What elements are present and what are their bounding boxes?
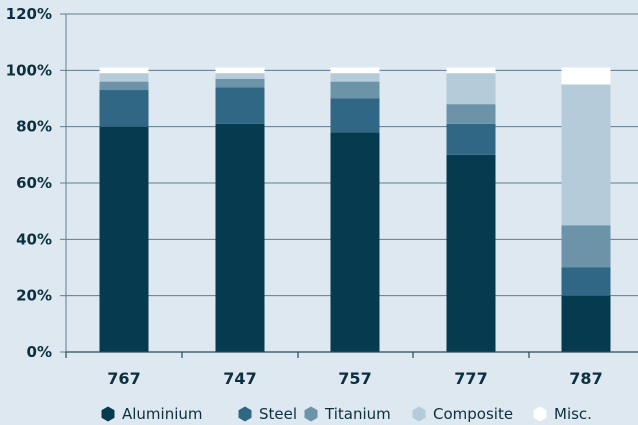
bar-segment-steel-767 <box>99 90 149 127</box>
x-tick-label: 777 <box>454 369 487 388</box>
legend-label: Composite <box>433 405 513 423</box>
legend-swatch-misc <box>533 406 547 422</box>
x-tick-label: 757 <box>338 369 371 388</box>
bar-segment-steel-747 <box>215 87 265 124</box>
y-tick-label: 100% <box>6 61 52 79</box>
bar-segment-aluminium-777 <box>446 154 496 352</box>
bar-segment-aluminium-747 <box>215 123 265 352</box>
bar-segment-composite-747 <box>215 73 265 79</box>
x-axis <box>65 351 638 358</box>
bar-segment-aluminium-757 <box>330 132 380 352</box>
x-tick-label: 787 <box>569 369 602 388</box>
legend-label: Titanium <box>324 405 391 423</box>
bar-segment-steel-787 <box>561 267 611 296</box>
x-tick-labels: 767 747 757 777 787 <box>107 369 602 388</box>
bar-segment-steel-777 <box>446 123 496 155</box>
x-tick-label: 767 <box>107 369 140 388</box>
x-tick-label: 747 <box>223 369 256 388</box>
bar-segment-composite-787 <box>561 84 611 226</box>
y-tick-label: 60% <box>16 174 52 192</box>
bar-segment-misc-747 <box>215 67 265 74</box>
bar-segment-composite-757 <box>330 73 380 82</box>
bar-segment-titanium-747 <box>215 78 265 88</box>
bar-segment-titanium-777 <box>446 104 496 124</box>
y-tick-label: 120% <box>6 5 52 23</box>
bar-segment-titanium-767 <box>99 81 149 91</box>
bar-segment-composite-777 <box>446 73 496 105</box>
bar-segment-titanium-787 <box>561 225 611 268</box>
legend: Aluminium Steel Titanium Composite Misc. <box>101 405 592 423</box>
legend-label: Aluminium <box>122 405 203 423</box>
legend-label: Steel <box>259 405 297 423</box>
bar-segment-titanium-757 <box>330 81 380 99</box>
y-tick-label: 80% <box>16 118 52 136</box>
bars <box>99 67 611 353</box>
bar-segment-aluminium-767 <box>99 126 149 353</box>
y-tick-labels: 0% 20% 40% 60% 80% 100% 120% <box>6 5 52 361</box>
bar-segment-aluminium-787 <box>561 295 611 352</box>
bar-segment-composite-767 <box>99 73 149 82</box>
legend-swatch-aluminium <box>101 406 115 422</box>
legend-swatch-titanium <box>304 406 318 422</box>
bar-segment-misc-787 <box>561 67 611 85</box>
bar-segment-misc-777 <box>446 67 496 74</box>
y-tick-label: 40% <box>16 230 52 248</box>
legend-label: Misc. <box>554 405 592 423</box>
y-tick-label: 20% <box>16 287 52 305</box>
legend-swatch-steel <box>238 406 252 422</box>
bar-segment-misc-767 <box>99 67 149 74</box>
y-tick-label: 0% <box>27 343 52 361</box>
bar-segment-steel-757 <box>330 98 380 133</box>
legend-swatch-composite <box>412 406 426 422</box>
bar-segment-misc-757 <box>330 67 380 74</box>
